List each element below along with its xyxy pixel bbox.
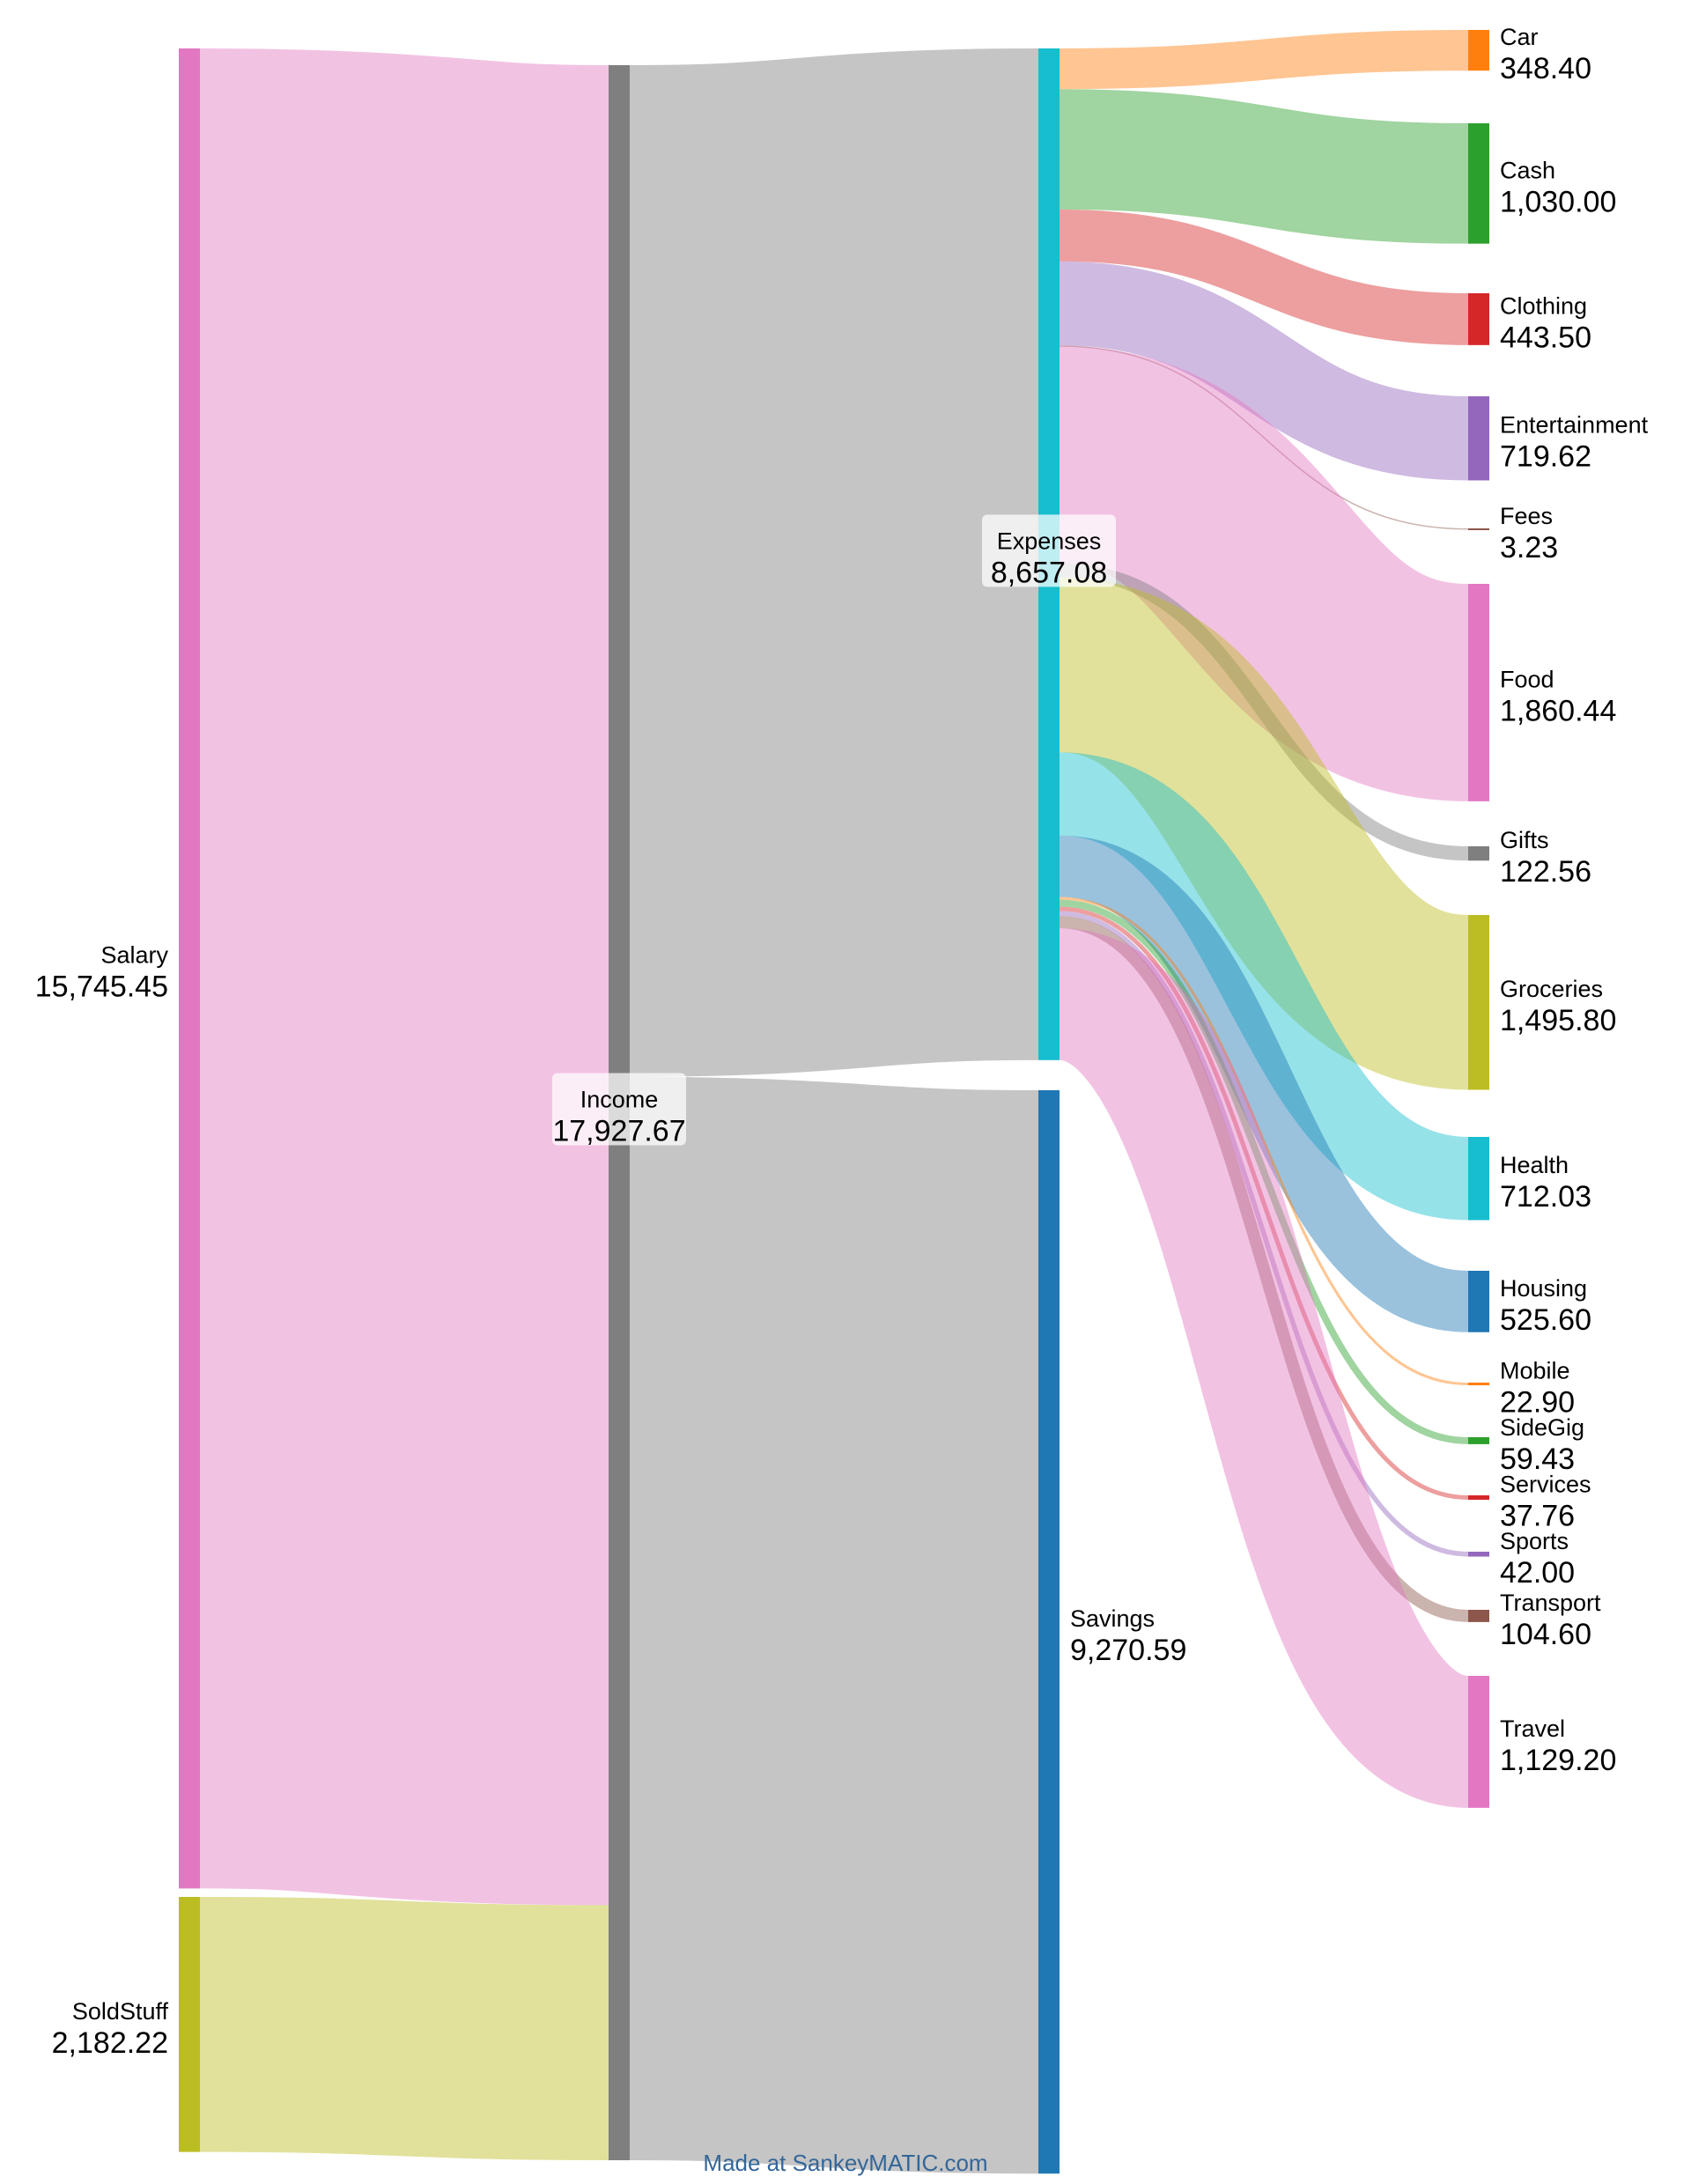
link-income-expenses	[628, 48, 1040, 1077]
node-value-housing: 525.60	[1500, 1303, 1591, 1337]
node-label-clothing: Clothing	[1500, 292, 1587, 319]
link-expenses-services	[1059, 906, 1469, 1501]
link-expenses-sidegig	[1059, 899, 1469, 1444]
link-expenses-transport	[1059, 916, 1469, 1622]
link-expenses-cash	[1059, 89, 1469, 244]
node-label-food: Food	[1500, 666, 1554, 692]
node-savings	[1038, 1090, 1060, 2174]
node-label-cash: Cash	[1500, 157, 1555, 183]
node-food	[1468, 584, 1489, 801]
node-gifts	[1468, 846, 1489, 861]
node-car	[1468, 30, 1489, 71]
node-label-entertainment: Entertainment	[1500, 412, 1649, 439]
node-value-salary: 15,745.45	[35, 970, 168, 1004]
node-label-services: Services	[1500, 1472, 1591, 1498]
node-value-cash: 1,030.00	[1500, 185, 1616, 218]
link-expenses-groceries	[1055, 577, 1473, 1090]
link-expenses-food	[1055, 345, 1473, 801]
flow-links	[196, 30, 1475, 2174]
node-label-sports: Sports	[1500, 1528, 1569, 1554]
node-label-housing: Housing	[1500, 1275, 1587, 1302]
link-expenses-car	[1059, 30, 1469, 90]
node-value-mobile: 22.90	[1500, 1386, 1575, 1420]
link-income-savings	[628, 1076, 1040, 2174]
node-value-health: 712.03	[1500, 1180, 1591, 1214]
node-value-sidegig: 59.43	[1500, 1442, 1575, 1476]
node-label-income: Income	[580, 1087, 659, 1113]
link-expenses-sports	[1059, 911, 1469, 1557]
node-value-services: 37.76	[1500, 1500, 1575, 1533]
node-value-savings: 9,270.59	[1070, 1634, 1186, 1667]
link-expenses-travel	[1052, 927, 1475, 1808]
link-salary-income	[196, 48, 612, 1906]
link-expenses-entertainment	[1059, 261, 1469, 481]
node-clothing	[1468, 293, 1489, 345]
credit-link[interactable]: Made at SankeyMATIC.com	[703, 2150, 987, 2176]
node-value-entertainment: 719.62	[1500, 440, 1591, 474]
node-label-fees: Fees	[1500, 503, 1553, 529]
node-sports	[1468, 1552, 1489, 1557]
link-expenses-health	[1057, 752, 1471, 1221]
node-groceries	[1468, 915, 1489, 1090]
node-label-salary: Salary	[100, 942, 168, 969]
node-cash	[1468, 123, 1489, 244]
link-expenses-housing	[1058, 835, 1470, 1332]
node-value-groceries: 1,495.80	[1500, 1004, 1616, 1037]
node-label-expenses: Expenses	[997, 528, 1102, 554]
node-travel	[1468, 1676, 1489, 1808]
node-mobile	[1468, 1383, 1489, 1386]
node-value-sports: 42.00	[1500, 1556, 1575, 1590]
node-label-savings: Savings	[1070, 1605, 1155, 1632]
node-value-fees: 3.23	[1500, 531, 1558, 564]
node-value-travel: 1,129.20	[1500, 1744, 1616, 1777]
node-label-sidegig: SideGig	[1500, 1414, 1584, 1441]
node-housing	[1468, 1271, 1489, 1332]
node-value-expenses: 8,657.08	[991, 556, 1107, 589]
node-label-mobile: Mobile	[1500, 1358, 1570, 1384]
node-soldstuff	[179, 1897, 200, 2152]
label-box-income	[552, 1073, 686, 1146]
node-value-income: 17,927.67	[552, 1115, 685, 1148]
node-value-gifts: 122.56	[1500, 855, 1591, 889]
node-value-food: 1,860.44	[1500, 694, 1616, 727]
node-value-transport: 104.60	[1500, 1618, 1591, 1651]
link-expenses-fees	[1059, 345, 1469, 530]
node-label-groceries: Groceries	[1500, 976, 1603, 1002]
node-value-soldstuff: 2,182.22	[52, 2026, 168, 2060]
label-box-expenses	[982, 514, 1116, 587]
node-label-health: Health	[1500, 1152, 1569, 1178]
node-label-gifts: Gifts	[1500, 827, 1549, 853]
node-fees	[1468, 528, 1489, 530]
node-value-car: 348.40	[1500, 52, 1591, 85]
node-services	[1468, 1495, 1489, 1501]
node-transport	[1468, 1610, 1489, 1622]
node-label-car: Car	[1500, 24, 1539, 50]
node-label-travel: Travel	[1500, 1715, 1565, 1742]
node-label-transport: Transport	[1500, 1590, 1601, 1616]
node-entertainment	[1468, 396, 1489, 481]
node-sidegig	[1468, 1437, 1489, 1444]
link-expenses-clothing	[1059, 209, 1469, 345]
link-soldstuff-income	[199, 1897, 609, 2160]
link-expenses-gifts	[1059, 563, 1469, 861]
link-expenses-mobile	[1059, 896, 1469, 1386]
node-health	[1468, 1137, 1489, 1221]
node-value-clothing: 443.50	[1500, 321, 1591, 354]
node-salary	[179, 48, 200, 1889]
node-label-soldstuff: SoldStuff	[72, 1998, 169, 2025]
